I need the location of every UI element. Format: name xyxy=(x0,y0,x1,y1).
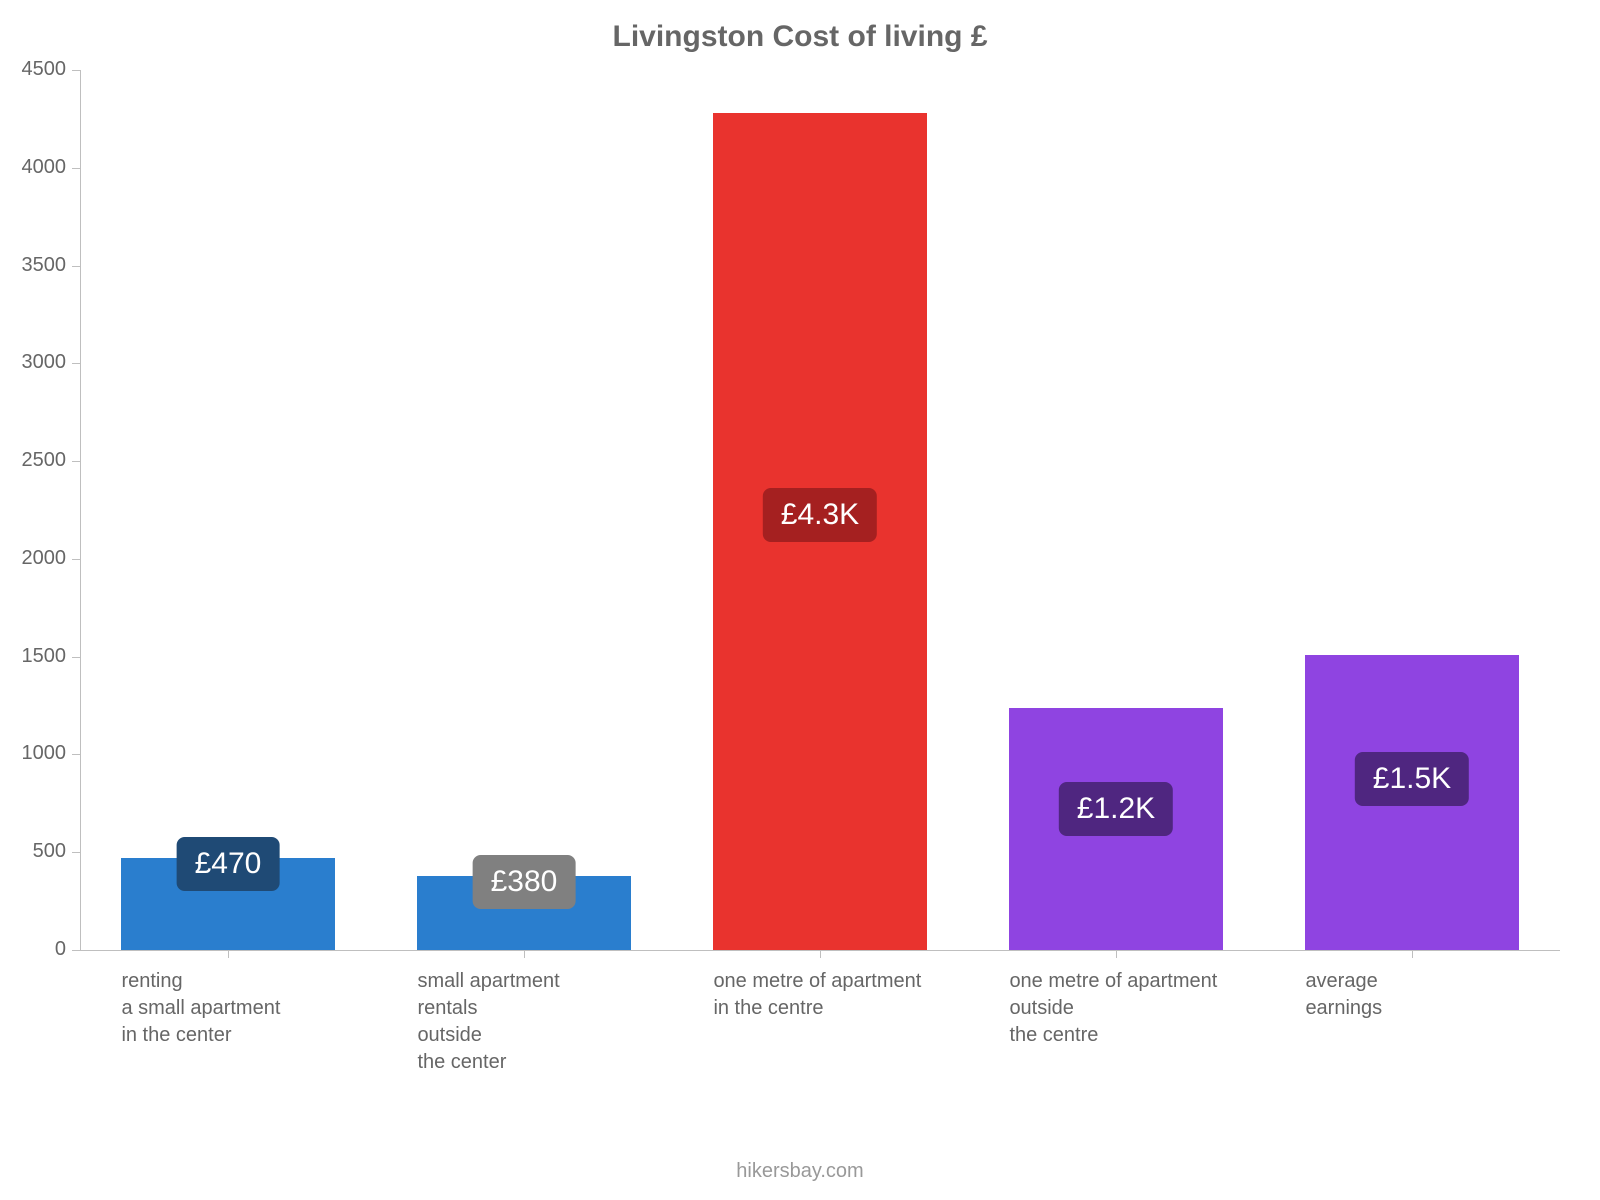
x-category-label: small apartment rentals outside the cent… xyxy=(417,968,559,1076)
bar-value-label: £380 xyxy=(473,855,576,909)
plot-area: 0 500 1000 1500 2000 2500 3000 3500 4000 4500 rent… xyxy=(0,0,1600,1200)
y-tick-mark xyxy=(72,168,80,169)
y-tick-mark xyxy=(72,950,80,951)
bar-value-label: £4.3K xyxy=(763,488,877,542)
x-category-label: one metre of apartment in the centre xyxy=(713,968,921,1022)
chart-container: Livingston Cost of living £ 050010001500… xyxy=(0,0,1600,1200)
chart-footer: hikersbay.com xyxy=(0,1160,1600,1183)
y-tick-label: 1500 xyxy=(22,645,67,668)
y-tick-label: 2000 xyxy=(22,547,67,570)
x-category-label: one metre of apartment outside the centr… xyxy=(1009,968,1217,1049)
x-category-label: renting a small apartment in the center xyxy=(121,968,280,1049)
y-tick-label: 1000 xyxy=(22,742,67,765)
x-tick-mark xyxy=(524,950,525,958)
x-category-label: average earnings xyxy=(1305,968,1382,1022)
bar-value-label: £1.5K xyxy=(1355,752,1469,806)
y-axis-line xyxy=(80,70,81,950)
y-tick-mark xyxy=(72,657,80,658)
y-tick-label: 500 xyxy=(33,840,66,863)
y-tick-mark xyxy=(72,266,80,267)
x-tick-mark xyxy=(228,950,229,958)
bar-value-label: £1.2K xyxy=(1059,782,1173,836)
x-tick-mark xyxy=(1412,950,1413,958)
y-tick-label: 4000 xyxy=(22,156,67,179)
y-tick-label: 4500 xyxy=(22,58,67,81)
y-tick-mark xyxy=(72,559,80,560)
y-tick-label: 0 xyxy=(55,938,66,961)
y-tick-label: 2500 xyxy=(22,449,67,472)
y-tick-mark xyxy=(72,461,80,462)
y-tick-label: 3000 xyxy=(22,351,67,374)
y-tick-mark xyxy=(72,754,80,755)
y-tick-mark xyxy=(72,70,80,71)
x-tick-mark xyxy=(820,950,821,958)
y-tick-mark xyxy=(72,852,80,853)
x-tick-mark xyxy=(1116,950,1117,958)
y-tick-mark xyxy=(72,363,80,364)
bar-value-label: £470 xyxy=(177,837,280,891)
y-tick-label: 3500 xyxy=(22,254,67,277)
